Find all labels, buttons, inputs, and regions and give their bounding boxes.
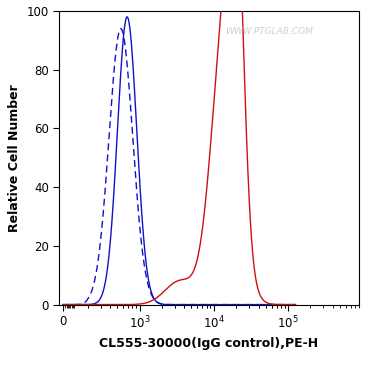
Text: WWW.PTGLAB.COM: WWW.PTGLAB.COM [225, 27, 313, 36]
X-axis label: CL555-30000(IgG control),PE-H: CL555-30000(IgG control),PE-H [100, 337, 319, 350]
Y-axis label: Relative Cell Number: Relative Cell Number [8, 84, 21, 232]
